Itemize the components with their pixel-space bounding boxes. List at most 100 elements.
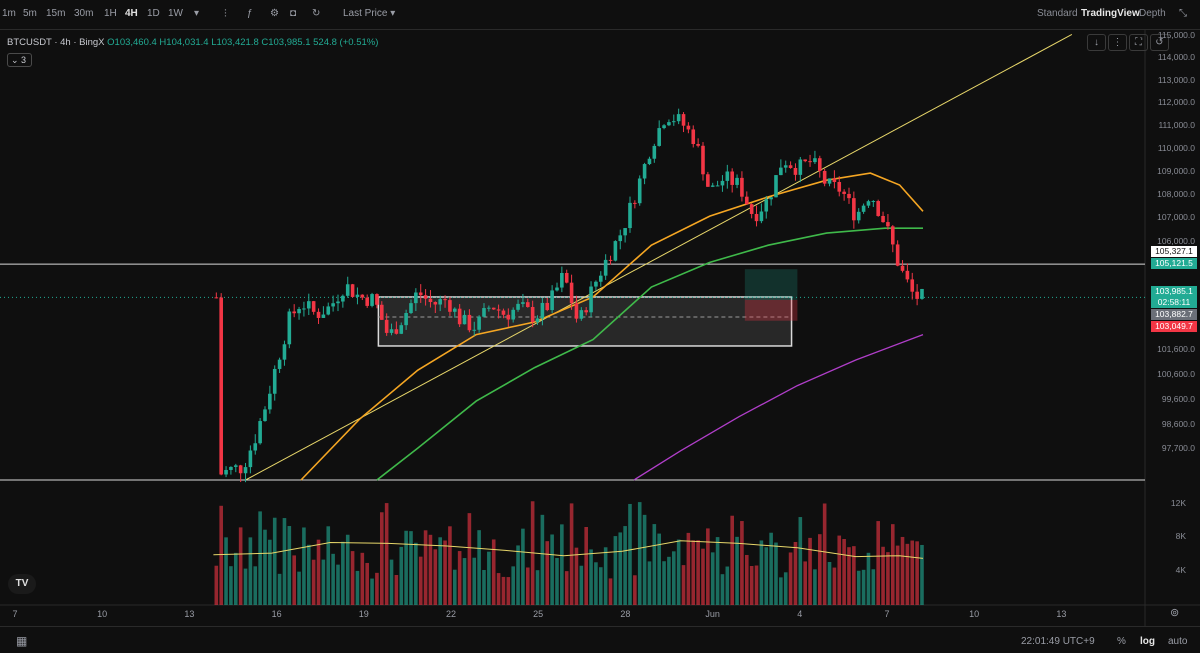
candle-body [594, 281, 598, 287]
volume-bar [769, 532, 773, 605]
date-tick: 13 [1056, 609, 1067, 619]
timeframe-4h[interactable]: 4H [125, 8, 138, 19]
view-tradingview[interactable]: TradingView [1081, 8, 1140, 19]
candle-body [341, 295, 345, 302]
auto-toggle[interactable]: auto [1168, 636, 1188, 647]
volume-bar [233, 552, 238, 605]
price-tick: 107,000.0 [1157, 212, 1195, 222]
clock-time[interactable]: 22:01:49 UTC+9 [1021, 636, 1095, 647]
candle-body [477, 316, 481, 330]
candle-body [345, 284, 350, 296]
candle-body [667, 122, 671, 126]
candle-body [915, 291, 919, 299]
volume-bar [501, 576, 506, 605]
timeframe-5m[interactable]: 5m [23, 8, 37, 19]
candle-body [511, 309, 515, 320]
tradingview-logo[interactable]: TV [8, 574, 36, 594]
volume-bar [360, 552, 365, 605]
timeframe-30m[interactable]: 30m [74, 8, 94, 19]
volume-bar [900, 536, 905, 605]
candle-body [827, 178, 832, 184]
timeframe-1m[interactable]: 1m [2, 8, 16, 19]
volume-bar [564, 571, 569, 605]
price-type-select[interactable]: Last Price ▾ [343, 8, 396, 19]
volume-bar [671, 551, 676, 605]
candle-body [258, 421, 262, 444]
candle-body [589, 286, 593, 313]
reset-icon[interactable]: ↺ [1150, 34, 1169, 51]
volume-bar [822, 503, 827, 605]
volume-bar [754, 565, 759, 605]
volume-bar [608, 578, 613, 605]
candle-body [545, 302, 550, 311]
volume-bar [560, 524, 564, 605]
chart-type-icon[interactable]: ⫶ [224, 8, 227, 20]
candle-body [525, 302, 530, 307]
symbol-label[interactable]: BTCUSDT · 4h · BingX [7, 37, 105, 48]
candle-body [876, 201, 880, 216]
percent-toggle[interactable]: % [1117, 636, 1126, 647]
candle-body [501, 310, 506, 315]
volume-bar [686, 532, 691, 605]
candle-body [394, 329, 399, 334]
ma-mid-line [376, 227, 923, 481]
volume-bar [667, 556, 671, 605]
timeframe-dropdown-icon[interactable]: ▾ [194, 8, 200, 19]
date-tick: 25 [533, 609, 544, 619]
indicator-toggle[interactable]: ⌄ 3 [7, 53, 32, 67]
timezone-icon[interactable]: ⊚ [1170, 607, 1180, 619]
scroll-down-icon[interactable]: ↓ [1087, 34, 1106, 51]
candle-body [608, 259, 613, 261]
chart-canvas[interactable] [0, 30, 1200, 626]
candle-body [628, 202, 632, 229]
date-tick: 7 [12, 609, 18, 619]
timeframe-1w[interactable]: 1W [168, 8, 183, 19]
timeframe-1d[interactable]: 1D [147, 8, 160, 19]
candle-body [331, 303, 335, 307]
expand-icon[interactable]: ⤡ [1179, 8, 1187, 19]
timeframe-1h[interactable]: 1H [104, 8, 117, 19]
candle-body [555, 287, 559, 291]
volume-bar [394, 574, 399, 605]
calendar-icon[interactable]: ▦ [16, 634, 28, 648]
price-tick: 99,600.0 [1161, 394, 1195, 404]
settings-icon[interactable]: ⚙ [270, 8, 279, 19]
volume-bar [662, 561, 666, 605]
dots-icon[interactable]: ⋮ [1108, 34, 1127, 51]
log-toggle[interactable]: log [1140, 636, 1155, 647]
view-depth[interactable]: Depth [1139, 8, 1166, 19]
volume-bar [598, 567, 603, 605]
volume-bar [876, 521, 880, 605]
candle-body [370, 294, 374, 306]
candle-body [564, 272, 569, 283]
candle-body [769, 197, 773, 200]
candle-body [754, 213, 759, 222]
volume-bar [895, 545, 900, 605]
refresh-icon[interactable]: ↻ [312, 8, 321, 19]
camera-icon[interactable]: ◘ [290, 8, 297, 19]
volume-bar [457, 551, 462, 605]
candle-body [779, 167, 783, 176]
volume-bar [550, 534, 554, 605]
volume-bar [384, 503, 389, 605]
candle-body [224, 469, 228, 475]
volume-bar [813, 569, 817, 605]
price-tick: 108,000.0 [1157, 189, 1195, 199]
volume-bar [603, 547, 608, 605]
volume-tick: 8K [1175, 531, 1186, 541]
volume-bar [365, 562, 369, 605]
timeframe-15m[interactable]: 15m [46, 8, 66, 19]
volume-bar [584, 526, 588, 605]
candle-body [730, 171, 734, 185]
stop-zone [744, 299, 798, 321]
candle-body [336, 301, 340, 304]
date-tick: 28 [620, 609, 631, 619]
volume-bar [681, 565, 686, 605]
indicators-icon[interactable]: ƒ [247, 8, 253, 19]
candle-body [657, 128, 661, 146]
fullscreen-icon[interactable]: ⛶ [1129, 34, 1148, 51]
volume-bar [540, 514, 545, 605]
volume-bar [628, 503, 632, 605]
candle-body [691, 129, 696, 145]
view-standard[interactable]: Standard [1037, 8, 1078, 19]
